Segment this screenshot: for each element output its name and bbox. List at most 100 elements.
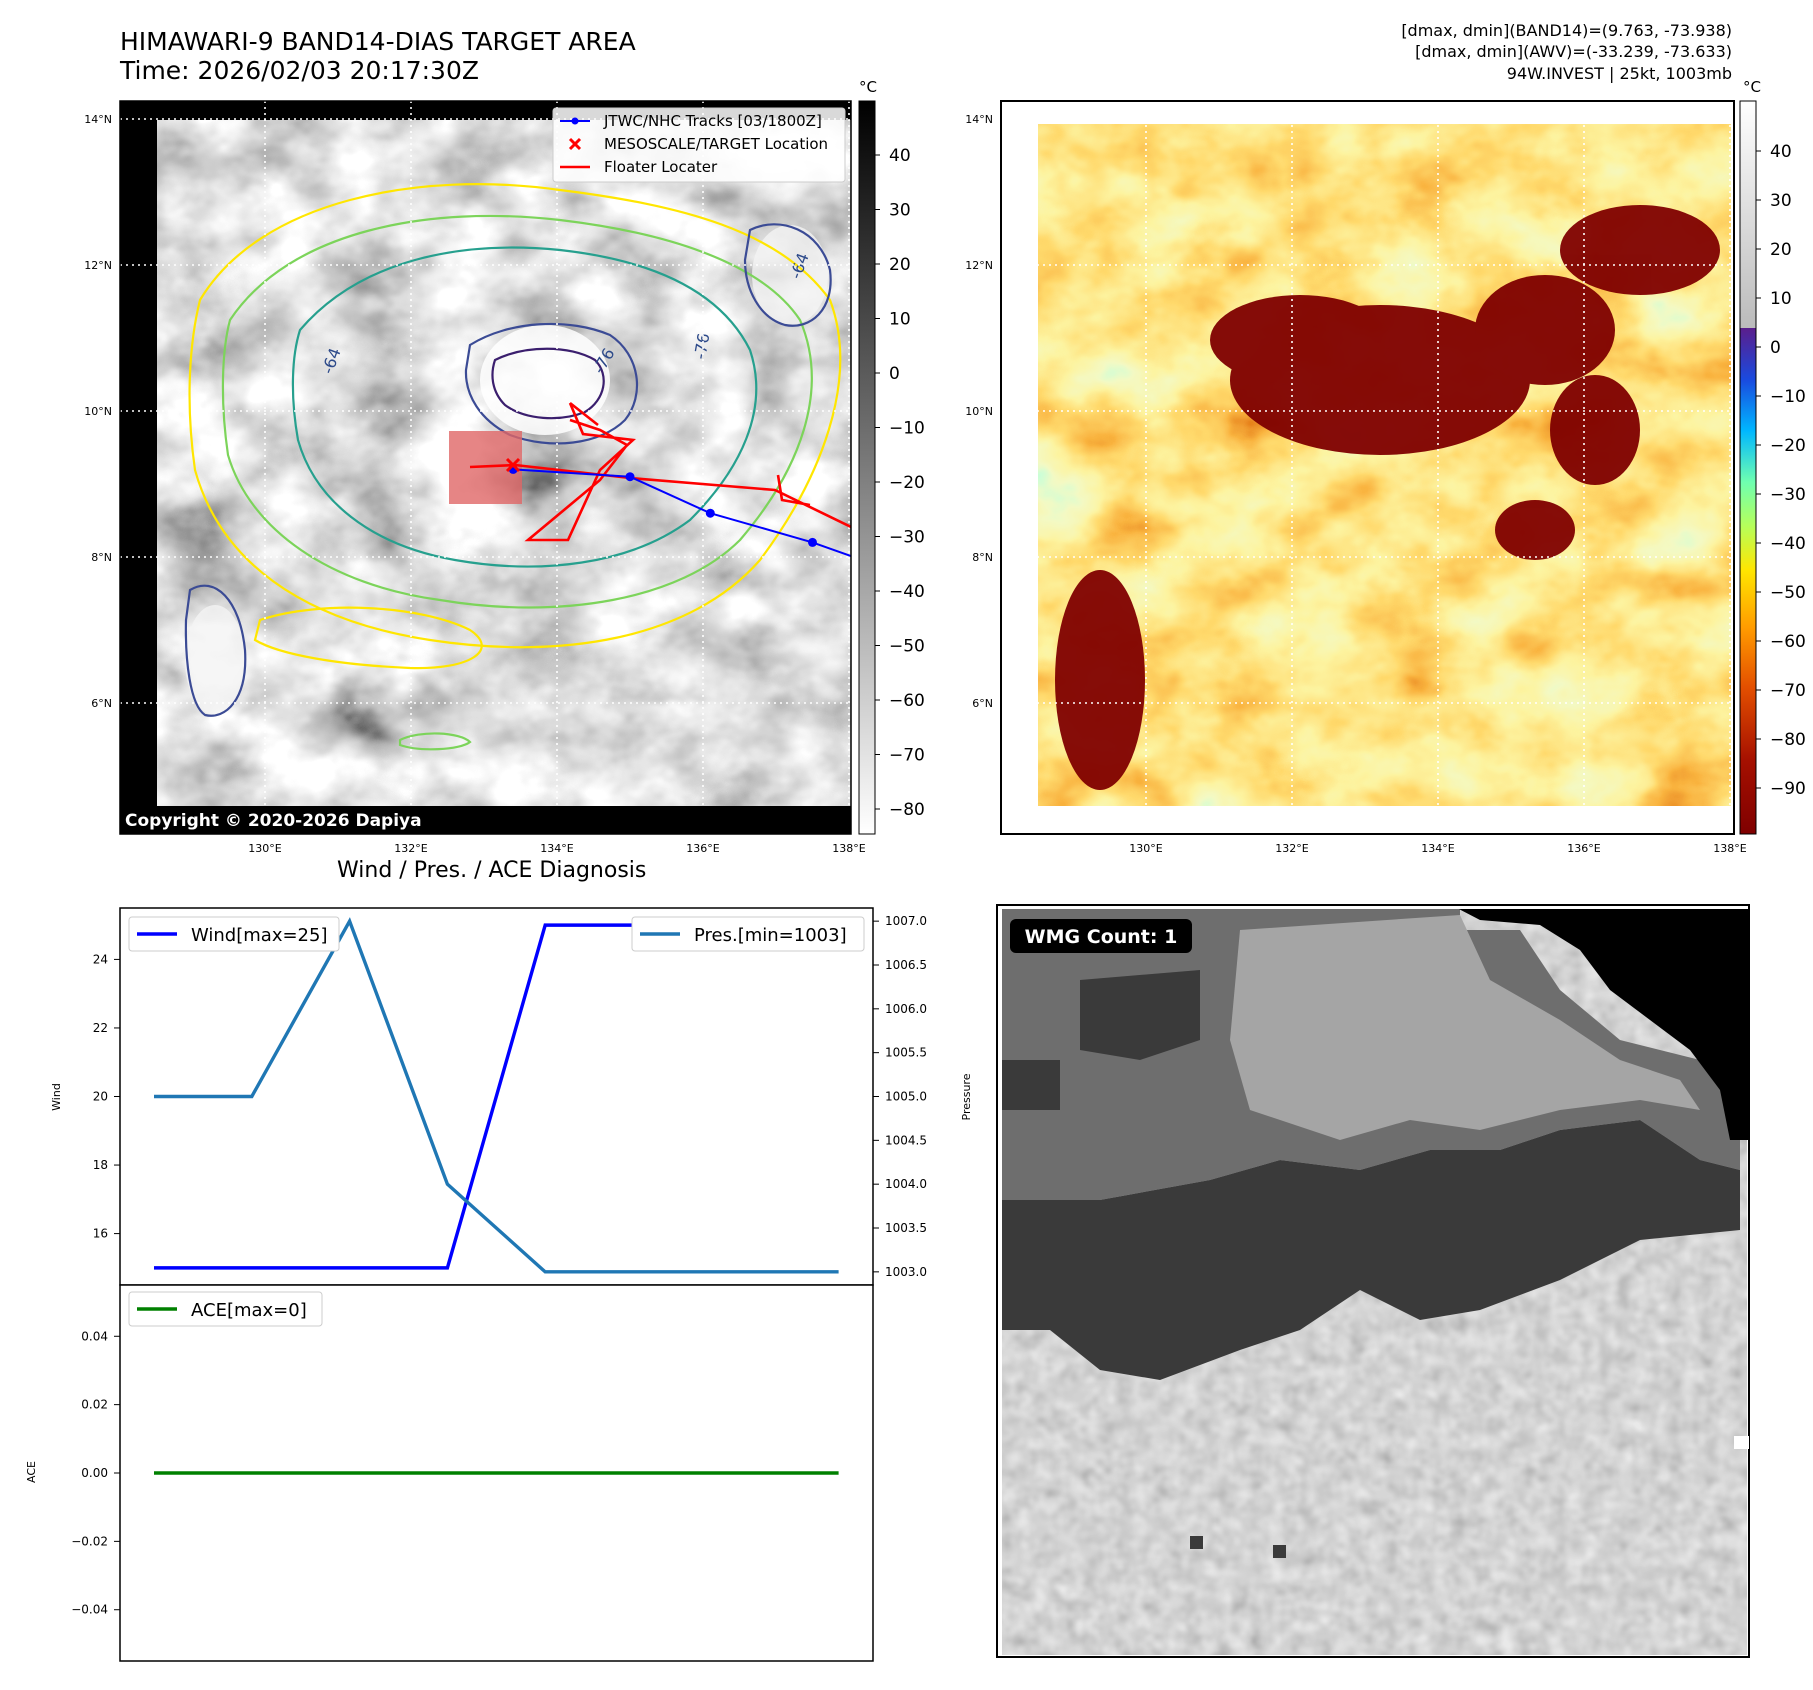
contour-ne — [743, 223, 832, 327]
pressure-tick-label: 1004.0 — [885, 1177, 927, 1191]
jtwc-track-points — [508, 464, 817, 547]
lat-label: 14°N — [965, 113, 993, 126]
wmg-count-label: WMG Count: 1 — [1025, 926, 1178, 948]
colorbar-ir-ticks: 40 30 20 10 0 −10 −20 −30 −40 −50 −60 −70 −80 — [875, 146, 925, 820]
map1-lon-labels: 130°E 132°E 134°E 136°E 138°E — [248, 842, 865, 855]
colorbar-tick-label: −60 — [1770, 632, 1806, 652]
ace-legend-box — [128, 1291, 323, 1327]
colorbar-tick-label: −70 — [889, 746, 925, 766]
ace-legend-label: ACE[max=0] — [191, 1300, 307, 1321]
pressure-tick-label: 1007.0 — [885, 914, 927, 928]
awv-map-panel — [1000, 100, 1735, 835]
legend-floater-label: Floater Locater — [604, 158, 718, 176]
wmg-region-light — [1230, 915, 1700, 1140]
wmg-region-dark — [1002, 1120, 1740, 1380]
storm-info: 94W.INVEST | 25kt, 1003mb — [1506, 64, 1732, 83]
lat-label: 14°N — [84, 113, 112, 126]
wmg-panel: WMG Count: 1 — [996, 904, 1750, 1658]
ace-tick-label: −0.04 — [71, 1603, 108, 1617]
track-point — [705, 508, 715, 518]
colorbar-awv-ticks: 40 30 20 10 0 −10 −20 −30 −40 −50 −60 −70 −80 −90 — [1756, 142, 1806, 799]
track-point — [625, 472, 635, 482]
wind-tick-label: 18 — [93, 1158, 108, 1172]
awv-cold-cloud-tops — [1055, 205, 1720, 790]
legend-track-label: JTWC/NHC Tracks [03/1800Z] — [603, 112, 822, 130]
legend-target-label: MESOSCALE/TARGET Location — [604, 135, 828, 153]
band14-range-info: [dmax, dmin](BAND14)=(9.763, -73.938) — [1401, 21, 1732, 40]
wind-tick-label: 24 — [93, 952, 108, 966]
map1-gridlines — [120, 101, 851, 834]
contour-outer — [188, 183, 842, 649]
legend-box — [552, 107, 846, 183]
ace-axis-ticks: 0.04 0.02 0.00 −0.02 −0.04 — [71, 1329, 120, 1617]
ace-chart: 0.04 0.02 0.00 −0.02 −0.04 ACE ACE[max=0] — [25, 1284, 874, 1662]
pressure-tick-label: 1006.5 — [885, 958, 927, 972]
wind-legend-box — [128, 916, 340, 952]
track-point — [808, 537, 817, 547]
colorbar-ir-unit: °C — [859, 78, 877, 96]
lon-label: 136°E — [686, 842, 719, 855]
wind-legend-label: Wind[max=25] — [191, 925, 328, 946]
colorbar-tick-label: −10 — [1770, 387, 1806, 407]
wind-pressure-chart: 24 22 20 18 16 1007.0 1006.5 1006.0 1005.5 1005.… — [50, 907, 973, 1286]
colorbar-ir: °C 40 30 20 10 0 −10 −20 −30 −40 −50 −60 −70 −80 — [858, 78, 925, 835]
colorbar-ir-gradient — [858, 100, 876, 835]
ace-axis-label: ACE — [25, 1461, 38, 1483]
legend-track-marker — [571, 117, 579, 125]
awv-range-info: [dmax, dmin](AWV)=(-33.239, -73.633) — [1415, 42, 1732, 61]
colorbar-tick-label: −50 — [1770, 583, 1806, 603]
contour-small — [398, 732, 472, 751]
lat-label: 8°N — [972, 551, 993, 564]
lon-label: 130°E — [248, 842, 281, 855]
pressure-series-line — [154, 917, 839, 1274]
colorbar-tick-label: 30 — [889, 201, 911, 221]
colorbar-tick-label: −80 — [889, 800, 925, 820]
colorbar-tick-label: −20 — [1770, 436, 1806, 456]
wmg-region-dark-nw — [1080, 970, 1200, 1060]
colorbar-tick-label: −60 — [889, 691, 925, 711]
wmg-pixel — [1734, 1436, 1749, 1449]
lat-label: 10°N — [965, 405, 993, 418]
figure-title: HIMAWARI-9 BAND14-DIAS TARGET AREA — [120, 27, 636, 56]
colorbar-tick-label: 10 — [889, 310, 911, 330]
wind-tick-label: 16 — [93, 1227, 108, 1241]
pressure-tick-label: 1005.5 — [885, 1046, 927, 1060]
pressure-tick-label: 1006.0 — [885, 1002, 927, 1016]
legend-target-icon — [568, 137, 582, 151]
colorbar-tick-label: −30 — [889, 528, 925, 548]
brightness-contours — [184, 183, 842, 751]
wind-axis-label: Wind — [50, 1083, 63, 1111]
lon-label: 138°E — [1713, 842, 1746, 855]
lon-label: 134°E — [1421, 842, 1454, 855]
lat-label: 8°N — [91, 551, 112, 564]
ace-legend: ACE[max=0] — [128, 1291, 323, 1327]
wmg-pixel — [1190, 1536, 1203, 1549]
pressure-axis-ticks: 1007.0 1006.5 1006.0 1005.5 1005.0 1004.5 1004… — [873, 914, 927, 1279]
wind-tick-label: 20 — [93, 1090, 108, 1104]
colorbar-tick-label: 0 — [889, 364, 900, 384]
wmg-region-dark-w — [1002, 1060, 1060, 1110]
map1-lat-labels: 14°N 12°N 10°N 8°N 6°N — [84, 113, 112, 710]
map1-legend: JTWC/NHC Tracks [03/1800Z] MESOSCALE/TAR… — [552, 107, 846, 183]
diagnosis-title: Wind / Pres. / ACE Diagnosis — [337, 858, 647, 883]
wmg-pixel — [1273, 1545, 1286, 1558]
colorbar-awv-gradient — [1739, 100, 1757, 835]
pressure-tick-label: 1005.0 — [885, 1090, 927, 1104]
lon-label: 134°E — [540, 842, 573, 855]
map2-lat-labels: 14°N 12°N 10°N 8°N 6°N — [965, 113, 993, 710]
ace-tick-label: 0.04 — [81, 1329, 108, 1343]
lat-label: 12°N — [84, 259, 112, 272]
colorbar-tick-label: −50 — [889, 637, 925, 657]
ace-tick-label: 0.00 — [81, 1466, 108, 1480]
target-marker-icon — [505, 457, 521, 473]
colorbar-tick-label: −90 — [1770, 779, 1806, 799]
pressure-tick-label: 1004.5 — [885, 1133, 927, 1147]
lat-label: 6°N — [91, 697, 112, 710]
lat-label: 6°N — [972, 697, 993, 710]
wmg-count-badge — [1010, 919, 1192, 953]
map2-lon-labels: 130°E 132°E 134°E 136°E 138°E — [1129, 842, 1746, 855]
colorbar-tick-label: 30 — [1770, 191, 1792, 211]
cloud-cell-sw — [185, 605, 245, 715]
colorbar-tick-label: −20 — [889, 473, 925, 493]
